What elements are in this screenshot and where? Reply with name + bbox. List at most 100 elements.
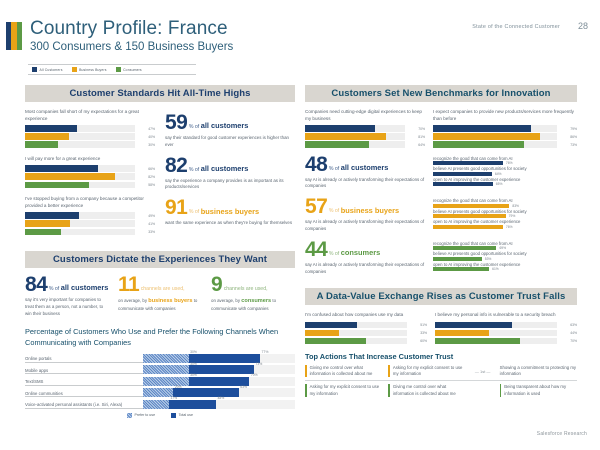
bar-value: 70% xyxy=(418,126,425,131)
legend-swatch-navy xyxy=(32,67,37,72)
legend-item-prefer: Prefer to use xyxy=(127,412,155,418)
bar-row: 61% xyxy=(433,267,577,272)
stat-description: want the same experience as when they're… xyxy=(165,220,293,226)
channel-prefer-value: 30% xyxy=(190,361,197,366)
bar-value: 60% xyxy=(420,339,427,344)
stat-pct: % of xyxy=(328,208,340,215)
stat-description: on average, by business buyers to commun… xyxy=(118,297,202,312)
stat-pct: % of xyxy=(328,250,340,257)
bar-track xyxy=(25,173,135,180)
bar-row: 40% xyxy=(25,133,155,140)
channel-track: 20% 63% xyxy=(143,384,295,398)
channel-label: Mobile apps xyxy=(25,365,143,375)
action-text: Showing a commitment to protecting my in… xyxy=(499,365,577,377)
rank-spacer xyxy=(472,384,494,396)
bar-row: 63% xyxy=(435,321,577,329)
stat-number: 91 xyxy=(165,196,188,220)
stat-pct: % of xyxy=(328,165,340,172)
stat-audience: business buyers xyxy=(340,205,400,215)
channel-row: Text/SMS 30% 70% xyxy=(25,373,295,386)
legend-item-consumers: Consumers xyxy=(115,67,142,72)
channel-label: Online communities xyxy=(25,388,143,398)
page-title: Country Profile: France xyxy=(30,18,228,39)
bar-row: 30% xyxy=(25,141,155,148)
bar-track xyxy=(25,181,135,189)
channel-prefer-bar xyxy=(143,365,189,375)
bar-track xyxy=(305,141,405,148)
stat-audience: all customers xyxy=(60,283,109,293)
channels-legend: Prefer to use Total use xyxy=(25,412,295,418)
bar-value: 64% xyxy=(418,142,425,147)
bar-fill xyxy=(433,133,540,140)
stat-pct: % of xyxy=(188,166,200,173)
channel-label: Text/SMS xyxy=(25,377,143,386)
legend-swatch-amber xyxy=(71,67,77,72)
ai-label: recognize the good that can come from AI xyxy=(433,198,513,204)
bar-fill xyxy=(25,165,98,172)
ai-label: open to AI improving the customer experi… xyxy=(433,261,521,267)
channel-prefer-bar xyxy=(143,376,189,386)
bar-value: 70% xyxy=(570,339,577,344)
stat-number: 84 xyxy=(25,273,48,297)
question-label: Most companies fall short of my expectat… xyxy=(25,109,139,121)
bar-fill xyxy=(433,161,503,166)
table-row: Giving me control over what information … xyxy=(305,365,577,382)
innovation-top-bars: Companies need cutting-edge digital expe… xyxy=(305,109,577,150)
bar-track xyxy=(433,125,557,132)
channel-total-value: 63% xyxy=(240,384,248,389)
stat-audience: all customers xyxy=(340,163,389,172)
stat-desc-lead: on average, by xyxy=(211,297,241,303)
bar-row: 70% xyxy=(305,125,425,132)
channel-track: 30% 77% xyxy=(143,350,295,363)
footer-source: Salesforce Research xyxy=(536,431,587,437)
section-header-experiences: Customers Dictate the Experiences They W… xyxy=(25,251,295,269)
legend-swatch-green xyxy=(115,67,121,72)
channel-total-value: 77% xyxy=(261,350,269,355)
stat-number: 44 xyxy=(305,237,328,261)
bar-fill xyxy=(305,125,375,132)
channel-total-bar xyxy=(143,399,216,409)
stat-desc-tail: to communicate with companies xyxy=(118,297,198,311)
stat-block: 11 channels are used, on average, by busi… xyxy=(118,274,202,317)
rank-label: — 1st — xyxy=(474,368,491,374)
stat-desc-lead: on average, by xyxy=(118,297,148,303)
action-cell: Giving me control over what information … xyxy=(305,365,382,378)
bar-value: 69% xyxy=(499,246,507,251)
ai-label: believe AI presents good opportunities f… xyxy=(433,251,527,257)
bar-fill xyxy=(25,141,58,148)
section-header-trust: A Data-Value Exchange Rises as Customer … xyxy=(305,288,577,306)
right-column: Customers Set New Benchmarks for Innovat… xyxy=(305,85,577,400)
channels-chart-title: Percentage of Customers Who Use and Pref… xyxy=(25,327,279,348)
ai-row: recognize the good that can come from AI… xyxy=(433,156,577,166)
channel-row: Mobile apps 30% 73% xyxy=(25,361,295,375)
channel-total-bar xyxy=(143,353,261,363)
section-title: A Data-Value Exchange Rises as Customer … xyxy=(316,291,566,303)
stat-description: on average, by consumers to communicate … xyxy=(211,297,295,312)
bar-row: 69% xyxy=(433,246,577,251)
legend-item-all-customers: All Customers xyxy=(32,67,63,72)
bar-row: 60% xyxy=(305,337,427,345)
channel-total-value: 48% xyxy=(217,396,225,401)
bar-fill xyxy=(25,133,69,140)
action-text: Being transparent about how my informati… xyxy=(504,384,567,396)
channel-prefer-value: 30% xyxy=(190,350,197,355)
bar-row: 79% xyxy=(433,125,577,132)
bar-fill xyxy=(433,125,531,132)
bar-row: 64% xyxy=(433,171,577,176)
stat-pct: % of xyxy=(48,285,60,292)
question-label: Companies need cutting-edge digital expe… xyxy=(305,109,422,121)
standards-stats: 59% of all customers say their standard f… xyxy=(165,109,295,243)
stat-block: 59% of all customers say their standard f… xyxy=(165,111,295,149)
question-label: I will pay more for a great experience xyxy=(25,155,101,161)
stat-description: say the experience a company provides is… xyxy=(165,177,284,190)
stat-number: 59 xyxy=(165,111,188,134)
action-text: Asking for my explicit consent to use my… xyxy=(309,384,380,396)
bar-fill xyxy=(433,256,482,261)
channel-prefer-value: 17% xyxy=(170,396,178,401)
ai-label: open to AI improving the customer experi… xyxy=(433,176,521,182)
bar-fill xyxy=(433,171,492,176)
bar-row: 66% xyxy=(25,165,155,172)
bar-value: 81% xyxy=(418,134,425,139)
bar-fill xyxy=(433,246,497,251)
bar-value: 51% xyxy=(420,322,427,327)
